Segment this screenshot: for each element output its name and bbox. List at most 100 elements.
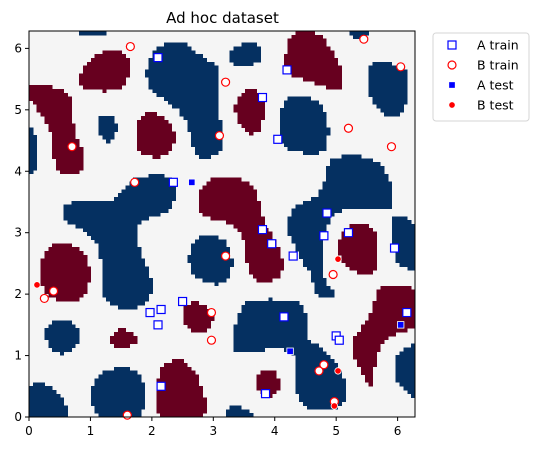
region-b-cell — [183, 308, 211, 314]
region-b-cell — [156, 409, 207, 414]
point-a-train — [343, 228, 354, 238]
point-b-train — [319, 360, 329, 370]
point-b-train — [48, 286, 59, 296]
region-a-cell — [29, 127, 34, 132]
region-a-cell — [303, 262, 323, 267]
region-a-cell — [299, 254, 323, 260]
region-b-cell — [56, 158, 84, 163]
region-a-cell — [156, 92, 219, 98]
decision-region-map — [29, 31, 416, 418]
region-a-cell — [310, 278, 327, 283]
region-b-cell — [137, 135, 177, 140]
region-b-cell — [341, 235, 377, 240]
region-a-cell — [395, 366, 416, 372]
region-b-cell — [137, 123, 173, 128]
region-a-cell — [187, 119, 223, 125]
region-a-cell — [44, 328, 80, 333]
point-b-train — [214, 131, 225, 141]
region-a-cell — [384, 112, 400, 117]
region-a-cell — [303, 150, 319, 155]
region-b-cell — [137, 142, 173, 148]
region-b-cell — [337, 247, 377, 252]
region-b-cell — [287, 46, 331, 51]
region-b-cell — [256, 378, 281, 383]
region-a-cell — [326, 166, 385, 171]
region-a-cell — [29, 386, 53, 391]
legend-label-a-test: A test — [477, 78, 514, 93]
region-a-cell — [187, 258, 234, 263]
point-a-train — [267, 239, 277, 249]
region-b-cell — [29, 88, 65, 94]
region-b-cell — [368, 312, 416, 318]
region-a-cell — [391, 235, 416, 240]
region-a-cell — [194, 274, 231, 279]
region-a-cell — [29, 393, 61, 399]
region-b-cell — [260, 370, 277, 375]
region-b-cell — [341, 231, 377, 236]
region-a-cell — [306, 405, 339, 410]
region-b-cell — [110, 335, 138, 341]
region-a-cell — [102, 258, 146, 263]
region-b-cell — [40, 270, 92, 275]
region-a-cell — [225, 409, 250, 414]
region-a-cell — [372, 61, 393, 67]
y-tick-label: 1 — [14, 349, 22, 363]
plot-area — [28, 30, 416, 420]
region-b-cell — [291, 34, 323, 40]
region-a-cell — [125, 185, 177, 190]
region-b-cell — [237, 227, 269, 233]
region-b-cell — [287, 42, 327, 47]
region-a-cell — [391, 216, 408, 221]
region-a-cell — [279, 135, 327, 140]
region-b-cell — [268, 393, 273, 399]
region-b-cell — [245, 247, 281, 252]
region-a-cell — [279, 108, 323, 113]
y-tick-label: 5 — [14, 103, 22, 117]
region-b-cell — [210, 216, 265, 221]
region-a-cell — [283, 142, 327, 148]
region-b-cell — [241, 231, 273, 236]
region-a-cell — [191, 135, 223, 140]
region-b-cell — [40, 258, 88, 263]
region-a-cell — [318, 189, 393, 194]
region-b-cell — [337, 243, 377, 248]
region-a-cell — [279, 112, 327, 117]
region-a-cell — [233, 343, 319, 348]
region-a-cell — [98, 254, 142, 260]
region-b-cell — [198, 189, 258, 194]
region-a-cell — [279, 115, 327, 121]
region-a-cell — [291, 208, 343, 213]
point-a-train — [257, 225, 268, 235]
point-b-train — [39, 293, 49, 304]
region-a-cell — [48, 324, 76, 329]
region-b-cell — [44, 285, 88, 291]
point-b-train — [328, 269, 338, 280]
region-a-cell — [94, 378, 142, 383]
region-b-cell — [137, 139, 177, 144]
region-b-cell — [349, 224, 370, 229]
region-a-cell — [279, 131, 331, 136]
point-b-train — [314, 366, 324, 376]
region-b-cell — [287, 50, 335, 55]
region-b-cell — [48, 123, 76, 128]
region-b-cell — [160, 413, 204, 418]
region-b-cell — [183, 305, 207, 310]
region-a-cell — [241, 308, 304, 314]
region-a-cell — [29, 401, 65, 406]
region-b-cell — [198, 200, 261, 206]
point-b-train — [386, 142, 397, 152]
region-a-cell — [306, 266, 323, 271]
region-a-cell — [202, 278, 227, 283]
point-b-train — [220, 251, 231, 261]
region-b-cell — [171, 359, 184, 364]
region-b-cell — [86, 61, 130, 67]
region-b-cell — [245, 254, 281, 260]
region-a-cell — [291, 351, 327, 356]
region-a-cell — [295, 389, 346, 395]
region-a-cell — [318, 293, 335, 298]
region-b-cell — [110, 339, 138, 345]
region-a-cell — [229, 54, 261, 59]
region-b-cell — [295, 31, 316, 36]
region-a-cell — [237, 312, 308, 318]
region-a-cell — [391, 239, 416, 244]
